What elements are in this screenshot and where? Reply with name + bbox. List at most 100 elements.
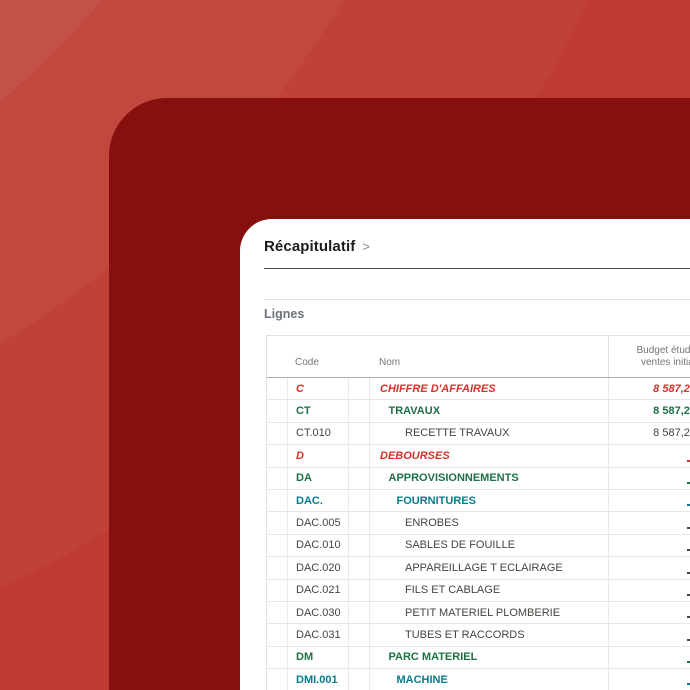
row-spacer-cell (348, 669, 369, 690)
empty-value-dash (687, 504, 690, 507)
row-spacer-cell (348, 400, 369, 422)
name-cell[interactable]: PETIT MATERIEL PLOMBERIE (369, 601, 608, 624)
code-cell[interactable]: DA (287, 467, 348, 489)
code-cell[interactable]: DAC.010 (287, 534, 348, 557)
budget-ventes-initial-cell[interactable] (608, 646, 690, 669)
row-spacer-cell (348, 579, 369, 601)
empty-value-dash (687, 526, 690, 529)
budget-ventes-initial-cell[interactable]: 8 587,29 (608, 400, 690, 422)
code-cell[interactable]: D (287, 445, 348, 467)
empty-value-dash (687, 549, 690, 552)
name-cell[interactable]: FILS ET CABLAGE (369, 579, 608, 601)
row-selection-cell[interactable] (267, 468, 287, 489)
window-frame: Récapitulatif > Lignes Code Nom Budget é… (109, 98, 690, 690)
name-cell[interactable]: TRAVAUX (369, 400, 608, 422)
code-cell[interactable]: DM (287, 646, 348, 669)
budget-ventes-initial-cell[interactable] (608, 489, 690, 512)
page-header: Récapitulatif > (264, 238, 370, 255)
empty-value-dash (687, 616, 690, 619)
table-row[interactable]: DAC.005 ENROBES (266, 512, 690, 535)
budget-ventes-initial-cell[interactable] (608, 624, 690, 646)
table-row[interactable]: DAC.031 TUBES ET RACCORDS 28,44 (266, 624, 690, 647)
row-selection-cell[interactable] (267, 512, 287, 533)
column-header-nom[interactable]: Nom (379, 357, 401, 368)
name-cell[interactable]: RECETTE TRAVAUX (369, 422, 608, 445)
code-cell[interactable]: DAC.021 (287, 579, 348, 601)
row-spacer-cell (348, 467, 369, 489)
row-spacer-cell (348, 557, 369, 579)
row-spacer-cell (348, 534, 369, 557)
name-cell[interactable]: PARC MATERIEL (369, 646, 608, 669)
row-spacer-cell (348, 624, 369, 646)
budget-ventes-initial-cell[interactable] (608, 579, 690, 601)
empty-value-dash (687, 638, 690, 641)
empty-value-dash (687, 571, 690, 574)
name-cell[interactable]: TUBES ET RACCORDS (369, 624, 608, 646)
table-row[interactable]: DA APPROVISIONNEMENTS 5 498,89 (266, 467, 690, 490)
selection-column-header (267, 336, 287, 377)
table-row[interactable]: CT TRAVAUX 8 587,29 (266, 400, 690, 423)
code-cell[interactable]: DAC.031 (287, 624, 348, 646)
name-cell[interactable]: FOURNITURES (369, 489, 608, 512)
title-underline (264, 268, 690, 269)
budget-ventes-initial-cell[interactable] (608, 669, 690, 690)
name-cell[interactable]: DEBOURSES (369, 445, 608, 467)
code-cell[interactable]: DAC.005 (287, 512, 348, 534)
name-cell[interactable]: SABLES DE FOUILLE (369, 534, 608, 557)
row-selection-cell[interactable] (267, 400, 287, 421)
name-cell[interactable]: ENROBES (369, 512, 608, 534)
row-selection-cell[interactable] (267, 535, 287, 556)
lines-section-label[interactable]: Lignes (264, 307, 305, 321)
row-selection-cell[interactable] (267, 423, 287, 444)
table-row[interactable]: DAC.030 PETIT MATERIEL PLOMBERIE 3 778,6… (266, 601, 690, 625)
code-cell[interactable]: DAC.020 (287, 557, 348, 579)
name-cell[interactable]: APPAREILLAGE T ECLAIRAGE (369, 557, 608, 579)
budget-ventes-initial-cell[interactable] (608, 512, 690, 534)
budget-ventes-initial-cell[interactable] (608, 557, 690, 579)
page-card: Récapitulatif > Lignes Code Nom Budget é… (240, 219, 690, 690)
row-selection-cell[interactable] (267, 445, 287, 466)
budget-ventes-initial-cell[interactable] (608, 445, 690, 467)
budget-ventes-initial-cell[interactable]: 8 587,29 (608, 422, 690, 445)
row-spacer-cell (348, 422, 369, 445)
row-selection-cell[interactable] (267, 580, 287, 601)
empty-value-dash (687, 593, 690, 596)
code-cell[interactable]: C (287, 378, 348, 400)
table-row[interactable]: DMI.001 MACHINE (266, 669, 690, 690)
row-spacer-cell (348, 646, 369, 669)
table-row[interactable]: CT.010 RECETTE TRAVAUX 8 587,29 (266, 422, 690, 446)
row-selection-cell[interactable] (267, 624, 287, 645)
row-selection-cell[interactable] (267, 557, 287, 578)
column-header-code[interactable]: Code (295, 357, 319, 368)
name-cell[interactable]: APPROVISIONNEMENTS (369, 467, 608, 489)
budget-ventes-initial-cell[interactable] (608, 534, 690, 557)
table-row[interactable]: C CHIFFRE D'AFFAIRES 8 587,29 (266, 378, 690, 401)
table-row[interactable]: DAC.021 FILS ET CABLAGE 285,58 (266, 579, 690, 602)
budget-ventes-initial-cell[interactable] (608, 601, 690, 624)
code-cell[interactable]: CT (287, 400, 348, 422)
table-row[interactable]: DAC. FOURNITURES 5 498,89 (266, 489, 690, 513)
code-cell[interactable]: DAC.030 (287, 601, 348, 624)
name-cell[interactable]: CHIFFRE D'AFFAIRES (369, 378, 608, 400)
row-spacer-cell (348, 601, 369, 624)
row-selection-cell[interactable] (267, 602, 287, 623)
code-cell[interactable]: CT.010 (287, 422, 348, 445)
code-cell[interactable]: DAC. (287, 489, 348, 512)
row-selection-cell[interactable] (267, 669, 287, 690)
table-row[interactable]: DM PARC MATERIEL (266, 646, 690, 670)
code-cell[interactable]: DMI.001 (287, 669, 348, 690)
budget-ventes-initial-cell[interactable]: 8 587,29 (608, 378, 690, 400)
breadcrumb-chevron-icon[interactable]: > (362, 239, 370, 254)
page-title[interactable]: Récapitulatif (264, 238, 356, 255)
row-selection-cell[interactable] (267, 378, 287, 399)
table-header-row: Code Nom Budget étude ventes initial Bud… (266, 335, 690, 378)
table-row[interactable]: DAC.020 APPAREILLAGE T ECLAIRAGE 1 406,1… (266, 557, 690, 580)
row-selection-cell[interactable] (267, 490, 287, 511)
table-row[interactable]: DAC.010 SABLES DE FOUILLE (266, 534, 690, 558)
name-cell[interactable]: MACHINE (369, 669, 608, 690)
column-header-budget-ventes-initial[interactable]: Budget étude ventes initial (608, 336, 690, 377)
row-selection-cell[interactable] (267, 647, 287, 668)
table-body: C CHIFFRE D'AFFAIRES 8 587,29 CT TRAVAUX… (266, 378, 690, 690)
budget-ventes-initial-cell[interactable] (608, 467, 690, 489)
table-row[interactable]: D DEBOURSES 9 410,59 (266, 445, 690, 468)
